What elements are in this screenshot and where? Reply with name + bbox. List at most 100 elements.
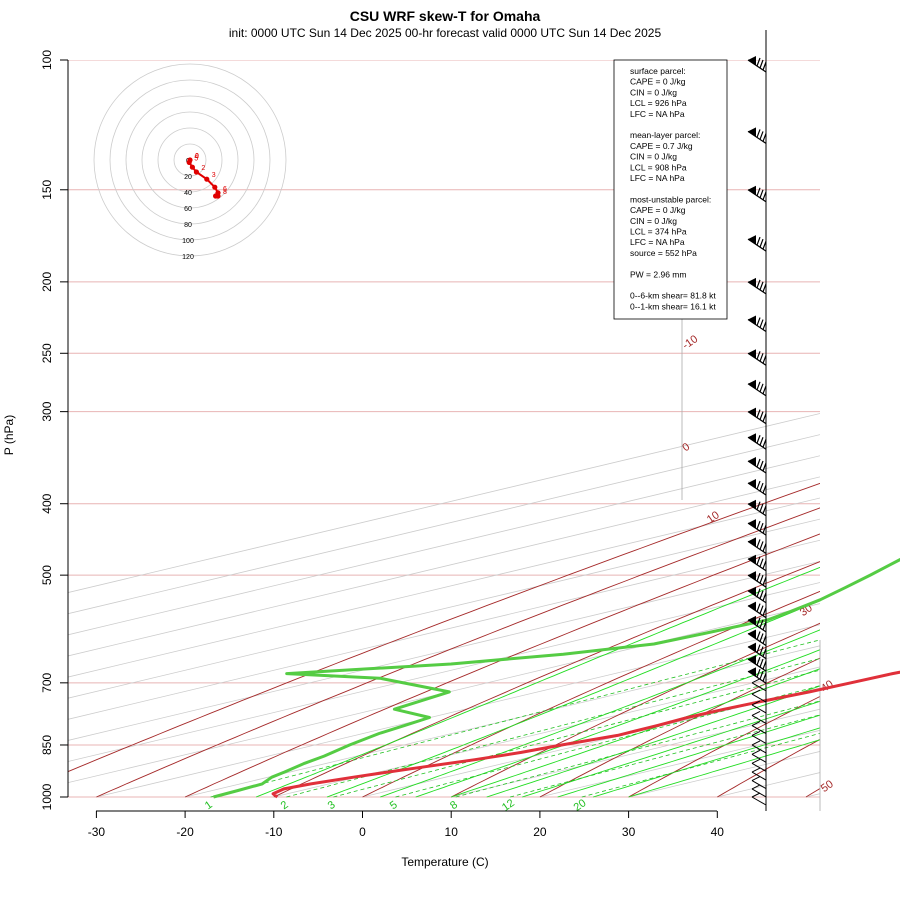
wind-barb: [747, 479, 767, 496]
wind-barb: [751, 784, 767, 798]
isotherm-line: [68, 434, 820, 615]
y-tick-label: 500: [40, 565, 54, 585]
isotherm-line: [68, 476, 820, 657]
hodograph-point: [213, 193, 219, 199]
wind-barb: [747, 456, 767, 474]
mixing-ratio-label: 12: [500, 797, 517, 814]
hodograph-point: [186, 159, 192, 165]
isotherm-line: [68, 582, 820, 762]
wind-barb: [747, 586, 767, 604]
hodograph-point-label: 6: [223, 186, 227, 193]
mixing-ratio-label: 20: [572, 797, 589, 814]
y-tick-label: 100: [40, 50, 54, 70]
isotherm-label: 50: [819, 778, 836, 795]
y-axis-title: P (hPa): [2, 415, 16, 455]
info-box-line: LFC = NA hPa: [630, 109, 685, 119]
x-tick-label: -10: [265, 825, 283, 839]
dry-adiabat-line: [96, 507, 820, 798]
isotherm-line: [273, 666, 820, 798]
wind-barb: [747, 433, 767, 450]
info-box-line: 0--6-km shear= 81.8 kt: [630, 291, 716, 301]
hodograph-ring: [173, 143, 207, 177]
y-tick-label: 200: [40, 272, 54, 292]
dry-adiabat-line: [273, 561, 820, 798]
chart-subtitle: init: 0000 UTC Sun 14 Dec 2025 00-hr for…: [229, 26, 662, 40]
hodograph-ring: [157, 127, 223, 193]
dry-adiabat-line: [68, 482, 820, 773]
info-box-line: CIN = 0 J/kg: [630, 87, 677, 97]
hodograph-point-label: 8: [223, 189, 227, 196]
wind-barb: [751, 710, 767, 724]
info-box-line: 0--1-km shear= 16.1 kt: [630, 301, 716, 311]
y-tick-label: 250: [40, 343, 54, 363]
mixing-ratio-line: [286, 658, 820, 798]
wind-barb: [747, 667, 767, 684]
wind-barb: [751, 792, 767, 806]
x-tick-label: 20: [533, 825, 547, 839]
info-box-line: PW = 2.96 mm: [630, 269, 686, 279]
x-tick-label: -30: [88, 825, 106, 839]
mixing-ratio-line: [210, 639, 820, 798]
isotherm-line: [68, 539, 820, 720]
moist-adiabat-line: [326, 600, 820, 798]
hodograph-ring-label: 80: [184, 222, 192, 229]
wind-barb: [751, 700, 767, 714]
wind-barb: [751, 740, 767, 754]
info-box-line: most-unstable parcel:: [630, 194, 711, 204]
info-box-line: source = 552 hPa: [630, 248, 697, 258]
dewpoint-line: [213, 557, 900, 799]
wind-barb: [747, 277, 767, 295]
wind-barb: [747, 56, 767, 73]
wind-barb: [747, 629, 767, 646]
sounding-profiles: [213, 557, 900, 799]
mixing-ratio-line: [509, 714, 820, 798]
isotherm-label: -10: [680, 333, 700, 352]
wind-barb: [751, 730, 767, 744]
isotherm-line: [68, 560, 820, 741]
dry-adiabat-line: [539, 657, 820, 798]
moist-adiabat-line: [380, 629, 820, 798]
wind-barb: [747, 571, 767, 588]
moist-adiabat-line: [486, 685, 820, 798]
dry-adiabat-line: [184, 533, 820, 798]
wind-barb: [747, 407, 767, 425]
y-tick-label: 850: [40, 735, 54, 755]
dry-adiabat-line: [362, 590, 820, 798]
info-box-frame: [613, 59, 728, 320]
wind-barb: [747, 315, 767, 333]
wind-barb: [747, 537, 767, 554]
wind-barb: [747, 615, 767, 633]
info-box-line: CAPE = 0 J/kg: [630, 77, 686, 87]
wind-barb: [747, 379, 767, 397]
chart-title: CSU WRF skew-T for Omaha: [350, 8, 541, 24]
wind-barb: [747, 349, 767, 366]
wind-barb: [751, 721, 767, 735]
wind-barb: [747, 499, 767, 517]
hodograph-ring-label: 20: [184, 174, 192, 181]
wind-barb: [747, 235, 767, 252]
isotherm-line: [68, 497, 820, 678]
isotherm-line: [68, 455, 820, 636]
info-box-line: LCL = 908 hPa: [630, 162, 687, 172]
wind-barbs: [747, 30, 767, 811]
wind-barb: [751, 776, 767, 790]
y-tick-label: 150: [40, 179, 54, 199]
moist-adiabat-line: [557, 714, 820, 798]
moist-adiabat-line: [451, 668, 820, 798]
moist-adiabat-line: [522, 700, 820, 798]
mixing-ratio-label: 8: [448, 799, 460, 812]
wind-barb: [747, 519, 767, 536]
isotherm-lines: [68, 413, 820, 798]
hodograph-point: [204, 176, 210, 182]
moist-adiabat-line: [592, 727, 820, 798]
mixing-ratio-label: 5: [388, 799, 400, 812]
info-box-line: LCL = 926 hPa: [630, 98, 687, 108]
mixing-ratio-labels: 1 2 3 5 8 12 20: [203, 797, 589, 814]
isotherm-line: [717, 772, 820, 798]
wind-barb: [751, 749, 767, 763]
info-box-line: LFC = NA hPa: [630, 173, 685, 183]
wind-barb: [751, 689, 767, 703]
